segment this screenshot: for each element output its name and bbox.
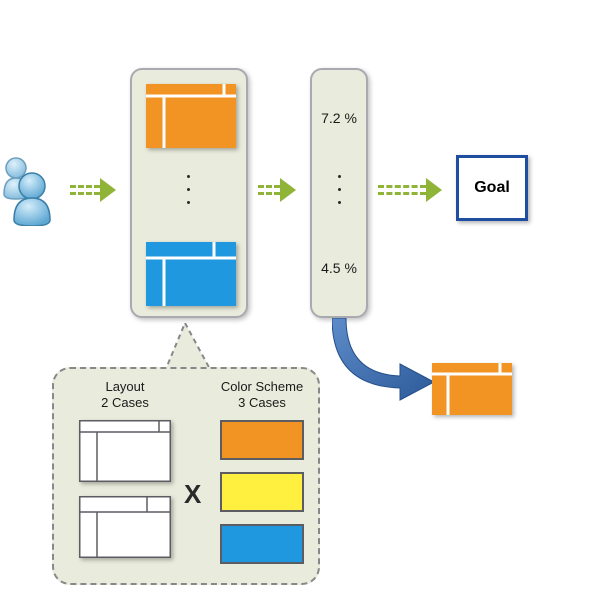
arrow-metrics-to-goal (378, 183, 442, 197)
metrics-ellipsis (338, 175, 341, 204)
arrow-metrics-to-result (332, 318, 442, 408)
visitors-icon (0, 152, 55, 226)
result-thumb (432, 363, 512, 415)
swatch-blue (220, 524, 304, 564)
metrics-panel: 7.2 % 4.5 % (310, 68, 368, 318)
layout-case-b (79, 496, 171, 558)
times-symbol: X (184, 479, 201, 510)
layout-header-line1: Layout (70, 379, 180, 395)
designs-ellipsis (187, 175, 190, 204)
arrow-designs-to-metrics (258, 183, 296, 197)
design-thumb-bottom (146, 242, 236, 306)
swatch-orange (220, 420, 304, 460)
layout-header-line2: 2 Cases (70, 395, 180, 411)
callout-pointer (165, 323, 225, 373)
metric-bottom: 4.5 % (312, 260, 366, 276)
metric-top: 7.2 % (312, 110, 366, 126)
layout-column: Layout 2 Cases (70, 379, 180, 558)
layout-case-a (79, 420, 171, 482)
goal-label: Goal (474, 179, 510, 197)
color-header-line2: 3 Cases (212, 395, 312, 411)
goal-box: Goal (456, 155, 528, 221)
design-thumb-top (146, 84, 236, 148)
color-header-line1: Color Scheme (212, 379, 312, 395)
designs-panel (130, 68, 248, 318)
color-column: Color Scheme 3 Cases (212, 379, 312, 564)
callout-panel: Layout 2 Cases X Color Scheme (52, 367, 320, 585)
arrow-users-to-designs (70, 183, 116, 197)
swatch-yellow (220, 472, 304, 512)
